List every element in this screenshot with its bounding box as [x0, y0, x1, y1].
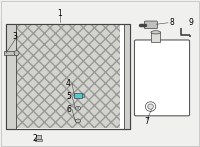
- Text: 3: 3: [13, 31, 17, 41]
- Text: 9: 9: [189, 18, 193, 27]
- Bar: [16, 25, 120, 128]
- Bar: [151, 32, 160, 42]
- Ellipse shape: [151, 31, 161, 34]
- Text: 4: 4: [66, 78, 71, 88]
- Bar: [36, 135, 41, 139]
- FancyBboxPatch shape: [134, 40, 190, 116]
- Text: 5: 5: [66, 92, 71, 101]
- Circle shape: [77, 107, 79, 109]
- Bar: [35, 139, 42, 141]
- Bar: [74, 93, 82, 98]
- Bar: [6, 24, 130, 129]
- Bar: [82, 94, 84, 97]
- Text: 1: 1: [58, 9, 62, 18]
- Text: 6: 6: [66, 105, 71, 114]
- Text: 2: 2: [33, 134, 37, 143]
- Text: 8: 8: [169, 18, 174, 27]
- Ellipse shape: [14, 51, 19, 56]
- Bar: [4, 51, 14, 55]
- Text: 7: 7: [145, 117, 149, 126]
- FancyBboxPatch shape: [144, 21, 157, 29]
- Ellipse shape: [148, 104, 153, 109]
- Bar: [6, 24, 130, 129]
- Bar: [6, 24, 16, 129]
- Bar: [124, 24, 130, 129]
- Ellipse shape: [145, 102, 156, 111]
- Circle shape: [75, 106, 81, 110]
